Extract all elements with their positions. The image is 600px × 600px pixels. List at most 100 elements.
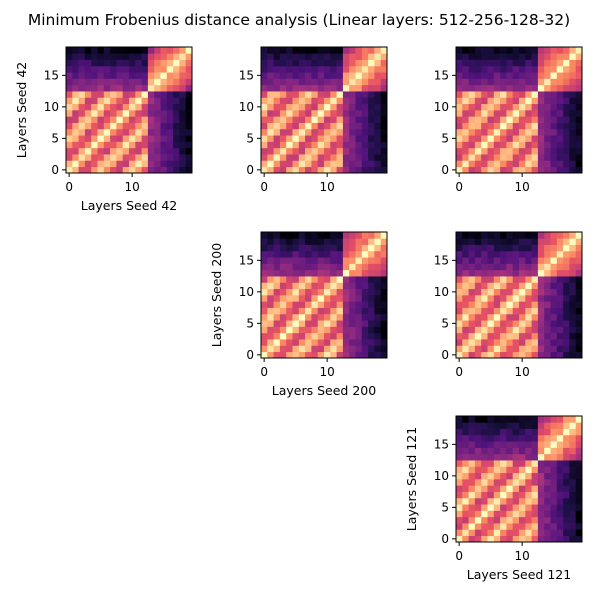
heatmap-cell (500, 257, 507, 264)
heatmap-cell (267, 282, 274, 290)
heatmap-cell (462, 523, 469, 530)
heatmap-cell (531, 250, 539, 258)
heatmap-cell (519, 485, 526, 492)
heatmap-cell (550, 516, 558, 524)
heatmap-cell (166, 53, 174, 60)
heatmap-cell (361, 78, 369, 86)
heatmap-cell (462, 320, 469, 327)
heatmap-cell (487, 479, 495, 486)
heatmap-cell (474, 453, 482, 461)
heatmap-cell (493, 422, 501, 429)
heatmap-cell (563, 523, 570, 530)
heatmap-cell (166, 47, 174, 54)
heatmap-cell (550, 276, 558, 283)
heatmap-cell (305, 122, 312, 130)
heatmap-cell (317, 351, 325, 359)
heatmap-cell (292, 345, 300, 353)
heatmap-cell (78, 116, 86, 123)
heatmap-cell (556, 535, 564, 543)
heatmap-cell (298, 295, 306, 302)
heatmap-cell (317, 282, 325, 290)
heatmap-cell (361, 166, 369, 174)
y-tick-label: 5 (441, 500, 449, 514)
heatmap-cell (575, 166, 583, 174)
heatmap-cell (380, 122, 388, 130)
heatmap-cell (537, 141, 545, 149)
heatmap-cell (279, 250, 287, 258)
heatmap-cell (544, 441, 551, 448)
heatmap-cell (355, 103, 363, 111)
heatmap-cell (355, 332, 363, 340)
heatmap-cell (563, 128, 570, 136)
heatmap-cell (519, 339, 526, 346)
heatmap-cell (481, 141, 488, 149)
heatmap-cell (324, 103, 331, 111)
heatmap-cell (380, 269, 388, 277)
heatmap-cell (273, 91, 281, 98)
y-tick-label: 10 (434, 285, 449, 299)
heatmap-cell (569, 288, 577, 296)
heatmap-cell (569, 485, 577, 492)
heatmap-cell (462, 479, 469, 486)
heatmap-cell (380, 59, 388, 67)
heatmap-cell (286, 313, 293, 321)
heatmap-cell (279, 263, 287, 271)
heatmap-cell (456, 320, 463, 327)
heatmap-cell (166, 110, 174, 117)
heatmap-cell (525, 345, 532, 353)
heatmap-cell (298, 65, 306, 73)
heatmap-cell (544, 128, 551, 136)
heatmap-cell (305, 91, 312, 98)
heatmap-cell (160, 147, 168, 155)
heatmap-cell (273, 110, 281, 117)
heatmap-cell (349, 282, 356, 290)
heatmap-cell (462, 441, 469, 448)
heatmap-cell (456, 244, 463, 252)
heatmap-cell (292, 65, 300, 73)
heatmap-cell (78, 91, 86, 98)
heatmap-cell (537, 154, 545, 161)
heatmap-cell (563, 472, 570, 480)
heatmap-cell (569, 339, 577, 346)
heatmap-cell (336, 47, 344, 54)
heatmap-cell (512, 59, 520, 67)
heatmap-cell (330, 53, 337, 60)
heatmap-cell (563, 135, 570, 142)
heatmap-cell (122, 166, 130, 174)
heatmap-cell (474, 307, 482, 315)
heatmap-cell (374, 166, 382, 174)
heatmap-cell (261, 147, 268, 155)
heatmap-cell (78, 135, 86, 142)
heatmap-cell (311, 141, 319, 149)
heatmap-cell (468, 244, 476, 252)
heatmap-cell (305, 332, 312, 340)
heatmap-cell (342, 78, 350, 86)
heatmap-cell (298, 320, 306, 327)
heatmap-cell (481, 339, 488, 346)
heatmap-cell (468, 497, 476, 505)
heatmap-cell (493, 257, 501, 264)
heatmap-cell (512, 263, 520, 271)
heatmap-cell (380, 288, 388, 296)
heatmap-cell (537, 103, 545, 111)
heatmap-cell (336, 135, 344, 142)
heatmap-cell (468, 78, 476, 86)
heatmap-cell (474, 166, 482, 174)
heatmap-cell (519, 416, 526, 423)
heatmap-cell (506, 160, 514, 168)
heatmap-cell (500, 65, 507, 73)
heatmap-cell (531, 91, 539, 98)
heatmap-cell (78, 53, 86, 60)
heatmap-cell (487, 141, 495, 149)
heatmap-cell (550, 232, 558, 239)
heatmap-cell (468, 479, 476, 486)
heatmap-cell (531, 422, 539, 429)
heatmap-cell (468, 59, 476, 67)
heatmap-cell (512, 434, 520, 442)
heatmap-cell (500, 232, 507, 239)
heatmap-cell (531, 351, 539, 359)
heatmap-cell (493, 269, 501, 277)
heatmap-cell (468, 313, 476, 321)
heatmap-cell (563, 269, 570, 277)
